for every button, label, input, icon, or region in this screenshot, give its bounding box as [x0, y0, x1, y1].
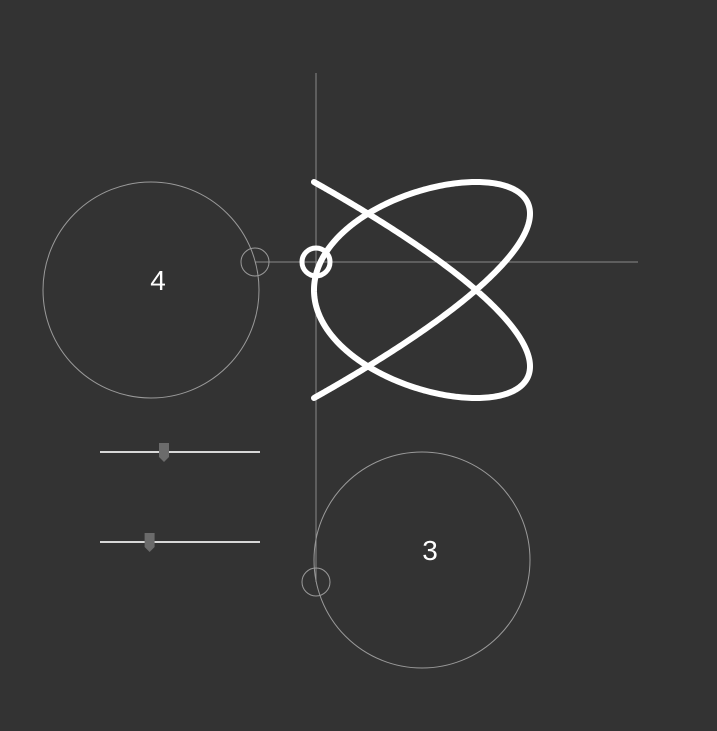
drawing-point-marker: [299, 245, 333, 279]
x-frequency-wheel: [42, 181, 260, 399]
lissajous-curve: [311, 179, 533, 401]
y-wheel-tracer: [301, 567, 331, 597]
x-slider-thumb[interactable]: [159, 443, 169, 462]
y-frequency-slider[interactable]: [100, 533, 260, 552]
x-frequency-label: 4: [150, 265, 166, 296]
x-wheel-tracer: [240, 247, 270, 277]
y-frequency-wheel: [313, 451, 531, 669]
y-slider-thumb[interactable]: [144, 533, 155, 552]
y-frequency-label: 3: [422, 535, 438, 566]
x-frequency-slider[interactable]: [100, 443, 260, 462]
